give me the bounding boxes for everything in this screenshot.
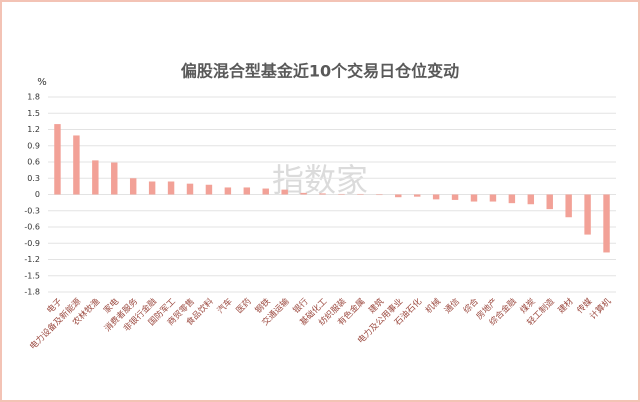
y-tick-label: -1.2 xyxy=(24,255,40,264)
bar xyxy=(451,194,459,200)
bar xyxy=(584,194,591,235)
y-tick-label: 1.2 xyxy=(27,125,40,134)
y-tick-label: -0.6 xyxy=(24,223,40,232)
y-tick-label: 0.9 xyxy=(27,141,40,150)
y-tick-label: 0 xyxy=(35,190,40,199)
y-tick-label: -1.5 xyxy=(24,271,40,280)
y-tick-label: -1.8 xyxy=(24,288,40,297)
chart-title: 偏股混合型基金近10个交易日仓位变动 xyxy=(181,62,459,81)
bar xyxy=(357,193,364,195)
bar xyxy=(546,194,553,210)
watermark: 指数家 xyxy=(272,161,368,199)
bar xyxy=(186,183,194,195)
bar xyxy=(54,124,61,195)
bar xyxy=(111,162,118,195)
bar xyxy=(338,193,345,195)
y-axis-label: % xyxy=(37,77,47,88)
bar xyxy=(489,194,497,202)
bar xyxy=(129,178,137,195)
bar xyxy=(73,135,80,195)
bar xyxy=(262,188,269,195)
bar xyxy=(243,187,251,195)
bar xyxy=(508,194,516,204)
bar xyxy=(300,192,307,195)
y-tick-label: 0.6 xyxy=(27,158,40,167)
y-tick-label: 1.5 xyxy=(27,109,40,118)
bar xyxy=(376,194,383,196)
bar xyxy=(205,184,213,195)
bar xyxy=(148,181,156,195)
bar xyxy=(395,194,402,198)
y-tick-label: -0.9 xyxy=(24,239,40,248)
bar xyxy=(603,194,610,253)
bar xyxy=(565,194,572,218)
y-tick-label: 1.8 xyxy=(27,93,40,102)
y-tick-label: -0.3 xyxy=(24,206,40,215)
bar xyxy=(527,194,535,205)
y-tick-label: 0.3 xyxy=(27,174,40,183)
bar xyxy=(92,160,99,195)
bar xyxy=(167,181,175,195)
bar xyxy=(413,194,421,197)
bar xyxy=(470,194,478,202)
bar xyxy=(319,193,326,195)
bar xyxy=(281,189,288,195)
bar xyxy=(224,187,232,195)
bar xyxy=(432,194,440,200)
